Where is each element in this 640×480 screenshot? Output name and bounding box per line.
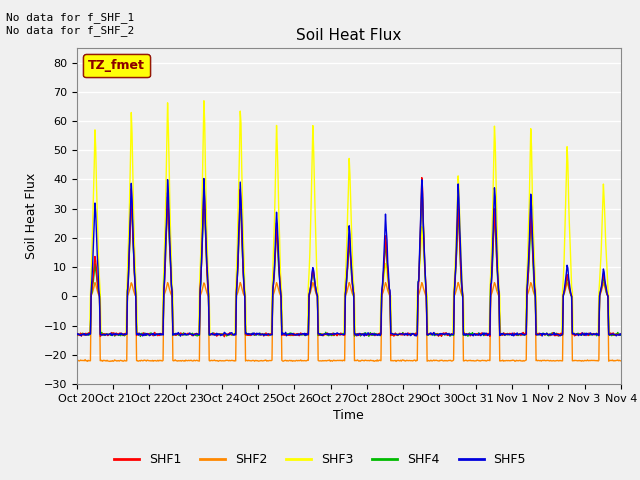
Legend: SHF1, SHF2, SHF3, SHF4, SHF5: SHF1, SHF2, SHF3, SHF4, SHF5 — [109, 448, 531, 471]
Text: No data for f_SHF_2: No data for f_SHF_2 — [6, 25, 134, 36]
Title: Soil Heat Flux: Soil Heat Flux — [296, 28, 401, 43]
Y-axis label: Soil Heat Flux: Soil Heat Flux — [25, 173, 38, 259]
Text: No data for f_SHF_1: No data for f_SHF_1 — [6, 12, 134, 23]
Legend: TZ_fmet: TZ_fmet — [83, 54, 150, 77]
X-axis label: Time: Time — [333, 409, 364, 422]
